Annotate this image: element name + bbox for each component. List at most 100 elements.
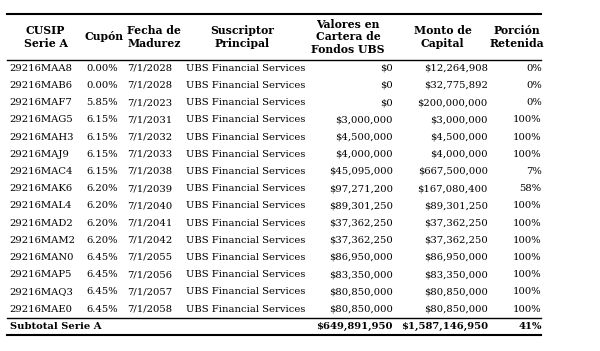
Text: 7/1/2057: 7/1/2057	[127, 287, 172, 296]
Text: 6.15%: 6.15%	[86, 167, 118, 176]
Text: 7/1/2038: 7/1/2038	[127, 167, 172, 176]
Text: 29216MAC4: 29216MAC4	[10, 167, 73, 176]
Text: $200,000,000: $200,000,000	[418, 98, 488, 107]
Text: $97,271,200: $97,271,200	[329, 184, 393, 193]
Text: UBS Financial Services: UBS Financial Services	[186, 236, 305, 245]
Text: 29216MAF7: 29216MAF7	[10, 98, 73, 107]
Text: $37,362,250: $37,362,250	[329, 236, 393, 245]
Text: $83,350,000: $83,350,000	[329, 270, 393, 279]
Text: 100%: 100%	[513, 133, 542, 141]
Text: 6.45%: 6.45%	[86, 253, 118, 262]
Text: Monto de
Capital: Monto de Capital	[414, 25, 472, 49]
Text: $4,000,000: $4,000,000	[430, 150, 488, 159]
Text: 0.00%: 0.00%	[86, 64, 118, 73]
Text: $4,500,000: $4,500,000	[430, 133, 488, 141]
Text: 6.20%: 6.20%	[86, 184, 118, 193]
Text: UBS Financial Services: UBS Financial Services	[186, 184, 305, 193]
Text: 7/1/2055: 7/1/2055	[127, 253, 172, 262]
Text: 100%: 100%	[513, 236, 542, 245]
Text: 7/1/2039: 7/1/2039	[127, 184, 172, 193]
Text: 6.15%: 6.15%	[86, 133, 118, 141]
Text: CUSIP
Serie A: CUSIP Serie A	[23, 25, 68, 49]
Text: $0: $0	[380, 64, 393, 73]
Text: UBS Financial Services: UBS Financial Services	[186, 201, 305, 210]
Text: 7/1/2058: 7/1/2058	[127, 305, 172, 313]
Text: 0%: 0%	[526, 81, 542, 90]
Text: $4,500,000: $4,500,000	[335, 133, 393, 141]
Text: UBS Financial Services: UBS Financial Services	[186, 167, 305, 176]
Text: $89,301,250: $89,301,250	[424, 201, 488, 210]
Text: 41%: 41%	[518, 322, 542, 331]
Text: 6.20%: 6.20%	[86, 201, 118, 210]
Text: $80,850,000: $80,850,000	[329, 287, 393, 296]
Text: 100%: 100%	[513, 270, 542, 279]
Text: $32,775,892: $32,775,892	[424, 81, 488, 90]
Text: 0%: 0%	[526, 64, 542, 73]
Text: $3,000,000: $3,000,000	[430, 115, 488, 124]
Text: $80,850,000: $80,850,000	[424, 287, 488, 296]
Text: 100%: 100%	[513, 115, 542, 124]
Text: 0.00%: 0.00%	[86, 81, 118, 90]
Text: 7/1/2032: 7/1/2032	[127, 133, 172, 141]
Text: 7/1/2040: 7/1/2040	[127, 201, 172, 210]
Text: $37,362,250: $37,362,250	[424, 219, 488, 227]
Text: $649,891,950: $649,891,950	[317, 322, 393, 331]
Text: 7/1/2031: 7/1/2031	[127, 115, 172, 124]
Text: 29216MAN0: 29216MAN0	[10, 253, 74, 262]
Text: 6.20%: 6.20%	[86, 219, 118, 227]
Text: $80,850,000: $80,850,000	[424, 305, 488, 313]
Text: Suscriptor
Principal: Suscriptor Principal	[210, 25, 274, 49]
Text: 29216MAB6: 29216MAB6	[10, 81, 73, 90]
Text: 7/1/2056: 7/1/2056	[127, 270, 172, 279]
Text: 29216MAP5: 29216MAP5	[10, 270, 72, 279]
Text: 5.85%: 5.85%	[86, 98, 118, 107]
Text: UBS Financial Services: UBS Financial Services	[186, 98, 305, 107]
Text: 29216MAD2: 29216MAD2	[10, 219, 73, 227]
Text: 100%: 100%	[513, 201, 542, 210]
Text: Porción
Retenida: Porción Retenida	[490, 25, 545, 49]
Text: 6.45%: 6.45%	[86, 305, 118, 313]
Text: UBS Financial Services: UBS Financial Services	[186, 270, 305, 279]
Text: $89,301,250: $89,301,250	[329, 201, 393, 210]
Text: UBS Financial Services: UBS Financial Services	[186, 219, 305, 227]
Text: $12,264,908: $12,264,908	[424, 64, 488, 73]
Text: UBS Financial Services: UBS Financial Services	[186, 150, 305, 159]
Text: $167,080,400: $167,080,400	[418, 184, 488, 193]
Text: 6.15%: 6.15%	[86, 115, 118, 124]
Text: 100%: 100%	[513, 305, 542, 313]
Text: $45,095,000: $45,095,000	[329, 167, 393, 176]
Text: 7/1/2042: 7/1/2042	[127, 236, 172, 245]
Text: UBS Financial Services: UBS Financial Services	[186, 133, 305, 141]
Text: $37,362,250: $37,362,250	[424, 236, 488, 245]
Text: $0: $0	[380, 98, 393, 107]
Text: 29216MAA8: 29216MAA8	[10, 64, 73, 73]
Text: 6.45%: 6.45%	[86, 270, 118, 279]
Text: UBS Financial Services: UBS Financial Services	[186, 81, 305, 90]
Text: 29216MAM2: 29216MAM2	[10, 236, 76, 245]
Text: 7/1/2028: 7/1/2028	[127, 64, 172, 73]
Text: Valores en
Cartera de
Fondos UBS: Valores en Cartera de Fondos UBS	[311, 19, 385, 55]
Text: 29216MAH3: 29216MAH3	[10, 133, 74, 141]
Text: UBS Financial Services: UBS Financial Services	[186, 115, 305, 124]
Text: 100%: 100%	[513, 219, 542, 227]
Text: 29216MAQ3: 29216MAQ3	[10, 287, 73, 296]
Text: 100%: 100%	[513, 287, 542, 296]
Text: UBS Financial Services: UBS Financial Services	[186, 287, 305, 296]
Text: Fecha de
Madurez: Fecha de Madurez	[127, 25, 181, 49]
Text: 29216MAK6: 29216MAK6	[10, 184, 73, 193]
Text: 6.15%: 6.15%	[86, 150, 118, 159]
Text: 100%: 100%	[513, 150, 542, 159]
Text: 7%: 7%	[526, 167, 542, 176]
Text: 7/1/2033: 7/1/2033	[127, 150, 172, 159]
Text: 7/1/2041: 7/1/2041	[127, 219, 173, 227]
Text: $86,950,000: $86,950,000	[329, 253, 393, 262]
Text: $0: $0	[380, 81, 393, 90]
Text: 29216MAL4: 29216MAL4	[10, 201, 72, 210]
Text: 7/1/2023: 7/1/2023	[127, 98, 172, 107]
Text: 6.20%: 6.20%	[86, 236, 118, 245]
Text: 6.45%: 6.45%	[86, 287, 118, 296]
Text: $80,850,000: $80,850,000	[329, 305, 393, 313]
Text: 58%: 58%	[520, 184, 542, 193]
Text: 29216MAE0: 29216MAE0	[10, 305, 73, 313]
Text: $3,000,000: $3,000,000	[335, 115, 393, 124]
